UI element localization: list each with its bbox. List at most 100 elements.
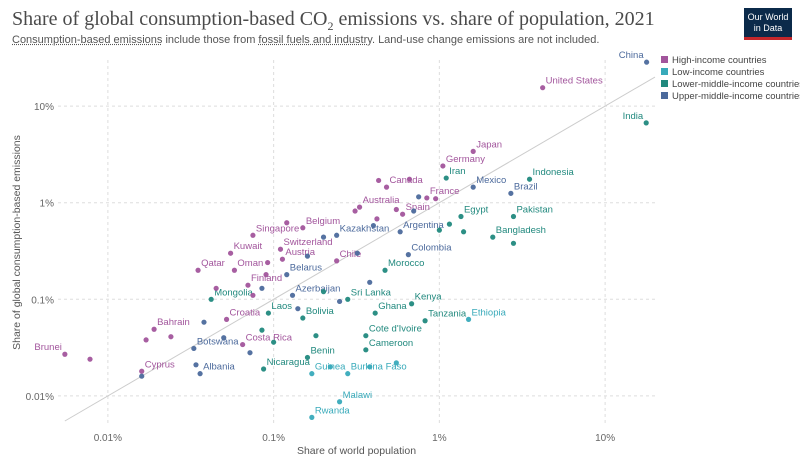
data-point — [400, 211, 406, 217]
legend-label: Upper-middle-income countries — [672, 91, 800, 102]
data-point — [284, 272, 290, 278]
data-point — [265, 310, 272, 316]
x-tick-label: 10% — [595, 433, 615, 444]
point-label: Bangladesh — [496, 225, 546, 236]
point-label: Canada — [390, 175, 424, 186]
point-label: Cote d'Ivoire — [369, 324, 422, 335]
x-axis-label: Share of world population — [297, 445, 416, 457]
data-point — [304, 253, 311, 259]
owid-logo[interactable]: Our World in Data — [744, 8, 792, 40]
point-label: Kuwait — [234, 241, 263, 252]
data-point — [334, 258, 340, 264]
point-label: Switzerland — [283, 237, 332, 248]
data-point — [370, 222, 377, 229]
point-label: Bahrain — [157, 317, 190, 328]
data-point — [300, 225, 306, 231]
legend-swatch — [661, 92, 668, 99]
data-point — [201, 319, 207, 325]
point-label: Benin — [310, 345, 334, 356]
data-point — [223, 316, 230, 322]
data-point — [644, 59, 650, 65]
data-point — [354, 250, 360, 256]
point-label: Mongolia — [214, 287, 253, 298]
data-point — [277, 246, 284, 252]
data-point — [405, 252, 411, 258]
x-tick-label: 0.01% — [94, 433, 122, 444]
data-point — [393, 206, 399, 213]
data-point — [510, 213, 517, 220]
data-point — [397, 229, 403, 235]
point-label: Ethiopia — [472, 307, 507, 318]
point-label: Spain — [406, 202, 430, 213]
data-point — [540, 85, 546, 91]
legend-swatch — [661, 80, 668, 87]
data-point — [422, 318, 428, 324]
point-label: Rwanda — [315, 405, 351, 416]
data-point — [336, 399, 343, 405]
data-point — [510, 240, 517, 246]
data-point — [367, 364, 373, 370]
data-point — [250, 292, 256, 298]
point-label: Colombia — [411, 243, 452, 254]
consumption-emissions-link[interactable]: Consumption-based emissions — [12, 34, 163, 46]
data-point — [393, 360, 399, 366]
data-point — [336, 298, 343, 305]
point-label: Indonesia — [533, 167, 575, 178]
data-point — [367, 279, 373, 285]
point-label: Mexico — [476, 175, 506, 186]
point-label: Brunei — [34, 342, 61, 353]
data-point — [382, 267, 388, 273]
point-label: Qatar — [201, 258, 225, 269]
data-point — [376, 177, 382, 184]
x-tick-label: 0.1% — [262, 433, 285, 444]
point-label: Ghana — [378, 301, 407, 312]
point-label: Kenya — [415, 292, 443, 303]
data-point — [436, 227, 442, 233]
point-label: Croatia — [230, 307, 261, 318]
data-point — [143, 337, 149, 343]
point-label: India — [623, 111, 644, 122]
point-label: Nicaragua — [267, 357, 311, 368]
point-label: Bolivia — [306, 306, 335, 317]
fossil-fuels-link[interactable]: fossil fuels and industry — [258, 34, 372, 46]
chart-subtitle: Consumption-based emissions include thos… — [12, 34, 600, 46]
point-label: Austria — [285, 247, 315, 258]
data-point — [231, 267, 238, 273]
data-point — [300, 315, 306, 321]
data-point — [221, 335, 227, 341]
data-point — [433, 196, 439, 202]
data-point — [289, 292, 296, 298]
data-point — [383, 184, 390, 190]
data-point — [284, 220, 290, 226]
data-point — [458, 213, 464, 220]
data-point — [334, 232, 340, 238]
point-label: United States — [546, 76, 603, 87]
data-point — [309, 371, 315, 377]
data-point — [411, 208, 417, 214]
data-point — [259, 327, 265, 333]
data-point — [265, 259, 271, 266]
point-label: Japan — [476, 139, 502, 150]
y-tick-label: 0.01% — [26, 392, 54, 403]
point-label: Egypt — [464, 204, 489, 215]
point-label: Malawi — [343, 390, 373, 401]
point-label: Costa Rica — [246, 333, 293, 344]
point-label: Morocco — [388, 258, 424, 269]
point-label: Sri Lanka — [351, 287, 392, 298]
point-label: Germany — [446, 154, 485, 165]
data-point — [320, 234, 327, 240]
data-point — [250, 232, 256, 238]
data-point — [168, 334, 174, 340]
point-label: China — [619, 50, 645, 61]
data-point — [327, 364, 333, 370]
data-point — [643, 120, 649, 126]
point-label: Finland — [251, 273, 282, 284]
data-point — [363, 347, 369, 353]
data-point — [151, 326, 157, 332]
data-point — [526, 176, 533, 182]
point-label: Kazakhstan — [340, 223, 390, 234]
data-point — [313, 333, 319, 339]
data-point — [363, 333, 369, 339]
point-label: Iran — [449, 166, 465, 177]
